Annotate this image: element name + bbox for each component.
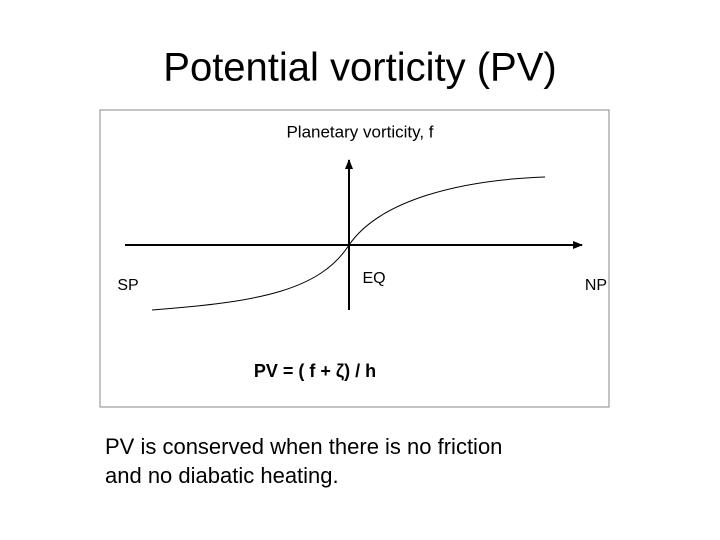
caption-line: PV is conserved when there is no frictio… [105,434,502,459]
equator-label: EQ [362,270,385,287]
diagram-frame [99,109,610,408]
f-curve [151,176,546,311]
pv-formula: PV = ( f + ζ) / h [254,361,376,382]
slide-title: Potential vorticity (PV) [163,46,556,90]
south-pole-label: SP [117,277,138,294]
y-axis-label: Planetary vorticity, f [286,122,433,141]
caption-line: and no diabatic heating. [105,463,339,488]
north-pole-label: NP [585,277,607,294]
